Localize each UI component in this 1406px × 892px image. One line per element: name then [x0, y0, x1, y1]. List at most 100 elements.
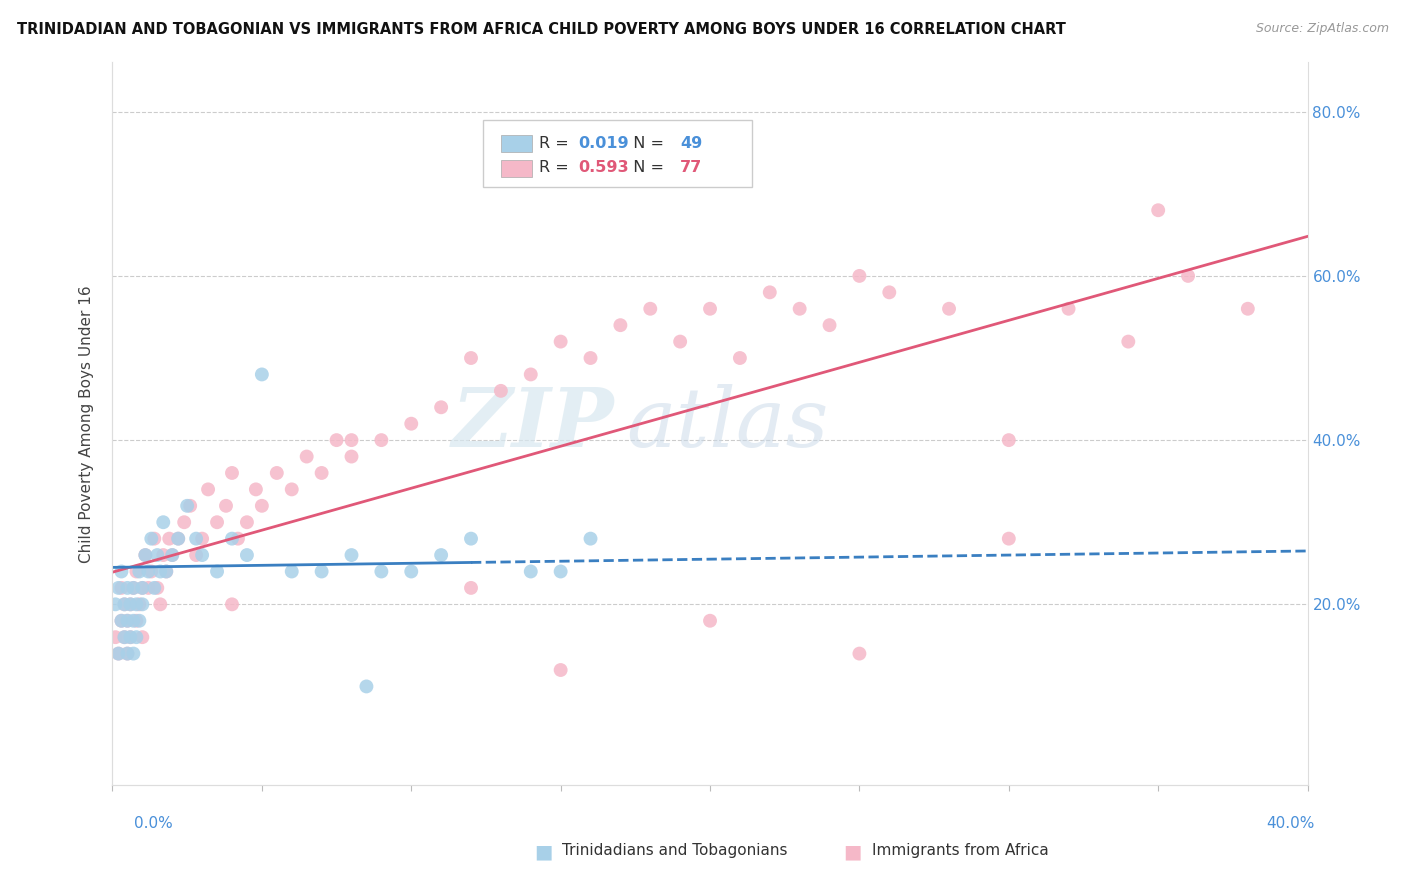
Point	[149, 598, 172, 612]
Point	[728, 351, 751, 365]
Point	[370, 433, 392, 447]
Text: N =: N =	[623, 136, 669, 151]
Point	[110, 581, 132, 595]
Point	[848, 647, 870, 661]
Point	[114, 598, 135, 612]
Text: 0.019: 0.019	[579, 136, 630, 151]
Point	[114, 598, 135, 612]
Text: Trinidadians and Tobagonians: Trinidadians and Tobagonians	[562, 843, 787, 858]
Point	[117, 581, 139, 595]
Point	[128, 598, 150, 612]
Text: ■: ■	[844, 843, 862, 862]
Point	[122, 614, 145, 628]
Point	[520, 565, 543, 579]
Point	[640, 301, 662, 316]
Point	[938, 301, 960, 316]
Text: atlas: atlas	[627, 384, 828, 464]
Point	[134, 548, 156, 562]
Point	[818, 318, 841, 333]
Point	[134, 548, 156, 562]
Point	[141, 565, 163, 579]
Point	[107, 647, 129, 661]
Point	[155, 565, 177, 579]
Text: TRINIDADIAN AND TOBAGONIAN VS IMMIGRANTS FROM AFRICA CHILD POVERTY AMONG BOYS UN: TRINIDADIAN AND TOBAGONIAN VS IMMIGRANTS…	[17, 22, 1066, 37]
Point	[191, 548, 214, 562]
Point	[167, 532, 190, 546]
Point	[191, 532, 214, 546]
Point	[430, 401, 453, 415]
Point	[122, 647, 145, 661]
Point	[125, 630, 148, 644]
Point	[430, 548, 453, 562]
Point	[699, 301, 721, 316]
Point	[221, 466, 243, 480]
Point	[295, 450, 318, 464]
Point	[131, 630, 153, 644]
Point	[120, 598, 142, 612]
Point	[107, 581, 129, 595]
Point	[550, 663, 572, 677]
Text: Source: ZipAtlas.com: Source: ZipAtlas.com	[1256, 22, 1389, 36]
Text: 77: 77	[681, 161, 703, 176]
Point	[401, 417, 423, 431]
FancyBboxPatch shape	[484, 120, 752, 186]
Point	[117, 614, 139, 628]
Point	[226, 532, 249, 546]
Point	[340, 433, 363, 447]
Point	[167, 532, 190, 546]
Point	[579, 532, 602, 546]
Point	[138, 565, 160, 579]
Point	[699, 614, 721, 628]
Point	[221, 532, 243, 546]
Point	[759, 285, 782, 300]
Text: Immigrants from Africa: Immigrants from Africa	[872, 843, 1049, 858]
Point	[460, 351, 482, 365]
Point	[120, 630, 142, 644]
FancyBboxPatch shape	[501, 160, 531, 178]
Point	[155, 565, 177, 579]
Point	[489, 384, 512, 398]
Point	[205, 515, 228, 529]
Y-axis label: Child Poverty Among Boys Under 16: Child Poverty Among Boys Under 16	[79, 285, 94, 563]
Point	[1237, 301, 1260, 316]
Point	[1118, 334, 1140, 349]
Point	[125, 565, 148, 579]
Point	[128, 565, 150, 579]
Point	[236, 548, 259, 562]
Point	[120, 630, 142, 644]
Point	[250, 499, 273, 513]
FancyBboxPatch shape	[501, 135, 531, 153]
Point	[143, 532, 166, 546]
Point	[609, 318, 631, 333]
Point	[114, 630, 135, 644]
Point	[128, 614, 150, 628]
Point	[205, 565, 228, 579]
Point	[146, 581, 169, 595]
Point	[266, 466, 288, 480]
Point	[250, 368, 273, 382]
Point	[186, 548, 208, 562]
Point	[998, 532, 1021, 546]
Text: R =: R =	[538, 161, 574, 176]
Point	[1177, 268, 1199, 283]
Point	[117, 614, 139, 628]
Point	[520, 368, 543, 382]
Point	[669, 334, 692, 349]
Point	[311, 466, 333, 480]
Point	[157, 532, 180, 546]
Point	[149, 565, 172, 579]
Point	[110, 614, 132, 628]
Point	[152, 548, 174, 562]
Point	[460, 532, 482, 546]
Text: ■: ■	[534, 843, 553, 862]
Point	[281, 565, 304, 579]
Point	[138, 581, 160, 595]
Point	[131, 581, 153, 595]
Point	[281, 483, 304, 497]
Point	[245, 483, 267, 497]
Point	[125, 614, 148, 628]
Point	[1057, 301, 1080, 316]
Point	[998, 433, 1021, 447]
Point	[120, 598, 142, 612]
Point	[110, 565, 132, 579]
